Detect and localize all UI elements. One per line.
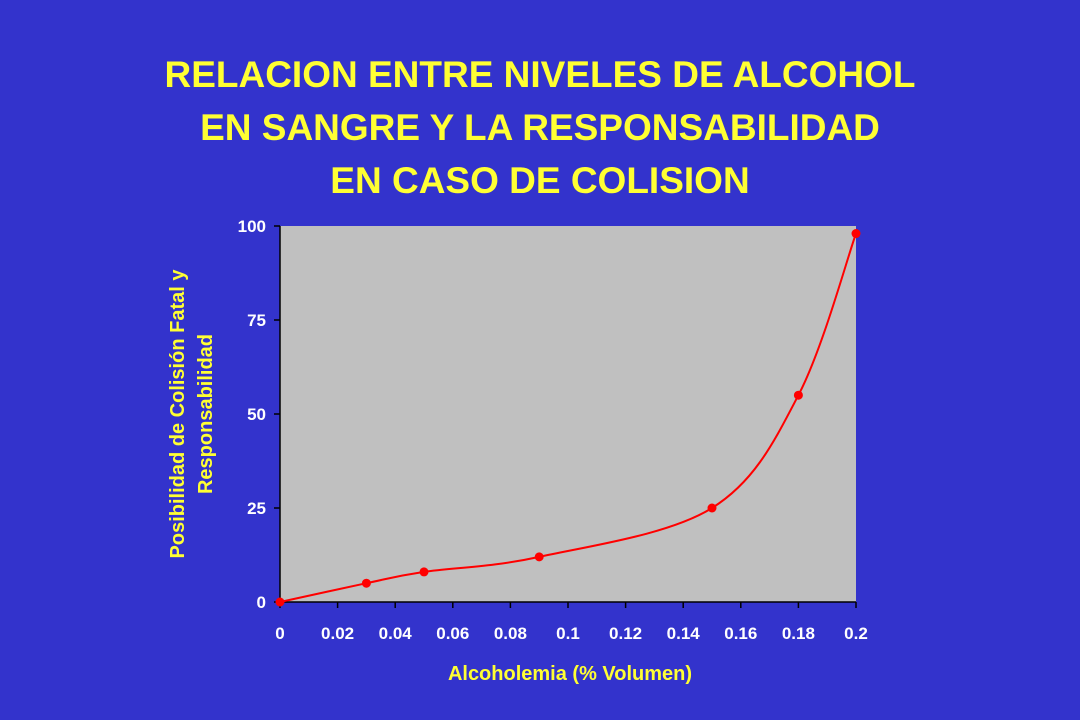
x-tick-label: 0.14 (667, 624, 701, 643)
data-point (793, 390, 803, 400)
title-line-3: EN CASO DE COLISION (330, 160, 750, 201)
x-tick-label: 0.2 (844, 624, 868, 643)
data-point (361, 578, 371, 588)
tick-labels: 0 25 50 75 100 0 0.02 0.04 0.06 0.08 0.1 0.12 0.14 0.… (238, 217, 868, 643)
x-tick-label: 0 (275, 624, 284, 643)
x-tick-label: 0.02 (321, 624, 354, 643)
x-tick-label: 0.18 (782, 624, 815, 643)
data-point (707, 503, 717, 513)
series-layer (275, 229, 861, 607)
x-tick-label: 0.08 (494, 624, 527, 643)
axes (274, 225, 857, 608)
x-axis-label: Alcoholemia (% Volumen) (448, 663, 692, 685)
x-tick-label: 0.12 (609, 624, 642, 643)
series-line (279, 233, 857, 603)
y-tick-label: 0 (257, 593, 266, 612)
data-point (851, 229, 861, 239)
y-axis-label-line-2: Responsabilidad (195, 334, 217, 494)
data-point (534, 552, 544, 562)
x-tick-label: 0.16 (724, 624, 757, 643)
title-line-1: RELACION ENTRE NIVELES DE ALCOHOL (164, 54, 916, 95)
x-tick-label: 0.1 (556, 624, 580, 643)
y-tick-label: 50 (247, 405, 266, 424)
slide-title: RELACION ENTRE NIVELES DE ALCOHOL EN SAN… (0, 48, 1080, 207)
x-tick-label: 0.04 (379, 624, 413, 643)
y-tick-label: 75 (247, 311, 266, 330)
y-axis-label-line-1: Posibilidad de Colisión Fatal y (167, 269, 189, 559)
x-tick-label: 0.06 (436, 624, 469, 643)
y-tick-label: 100 (238, 217, 266, 236)
plot-area (280, 226, 856, 602)
y-tick-label: 25 (247, 499, 266, 518)
data-point (275, 597, 285, 607)
title-line-2: EN SANGRE Y LA RESPONSABILIDAD (200, 107, 880, 148)
y-axis-label: Posibilidad de Colisión Fatal y Responsa… (167, 269, 217, 559)
data-point (419, 567, 429, 577)
